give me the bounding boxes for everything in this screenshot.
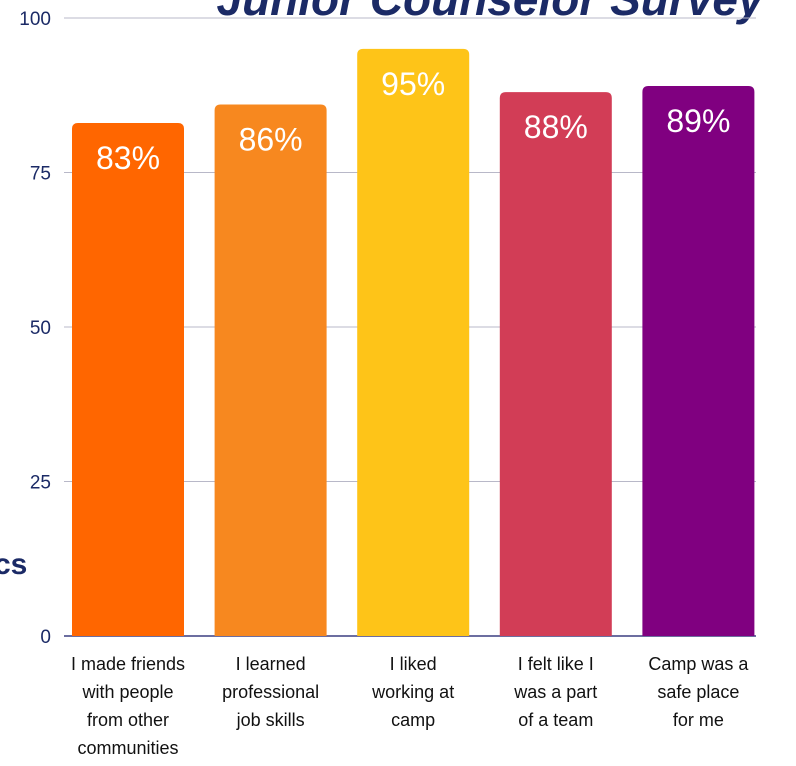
x-category-label: I made friends with people from other co… — [70, 654, 186, 758]
y-tick-label: 25 — [30, 473, 51, 494]
y-tick-label: 75 — [30, 164, 51, 185]
bar-value-label: 83% — [96, 140, 160, 176]
chart-title: Junior Counselor Survey — [216, 0, 763, 26]
bar-value-label: 95% — [381, 66, 445, 102]
bars — [72, 48, 755, 637]
bar — [499, 92, 612, 636]
x-category-label: Camp was a safe place for me — [648, 654, 749, 730]
bar-value-label: 86% — [239, 122, 303, 158]
x-category-label: I liked working at camp — [372, 654, 455, 730]
y-axis-ticks: 0 25 50 75 100 — [19, 9, 51, 648]
bar — [357, 48, 470, 636]
bar-value-label: 89% — [666, 103, 730, 139]
y-tick-label: 0 — [40, 627, 51, 648]
y-tick-label: 50 — [30, 318, 51, 339]
bar — [214, 104, 327, 636]
y-tick-label: 100 — [19, 9, 51, 30]
bar — [642, 85, 755, 637]
x-category-label: I learned professional job skills — [222, 654, 320, 730]
bar-value-labels: 83% 86% 95% 88% 89% — [96, 66, 730, 176]
x-category-label: I felt like I was a part of a team — [514, 654, 598, 730]
bar-value-label: 88% — [524, 109, 588, 145]
cropped-side-text: cs — [0, 548, 28, 581]
bar — [72, 123, 184, 636]
